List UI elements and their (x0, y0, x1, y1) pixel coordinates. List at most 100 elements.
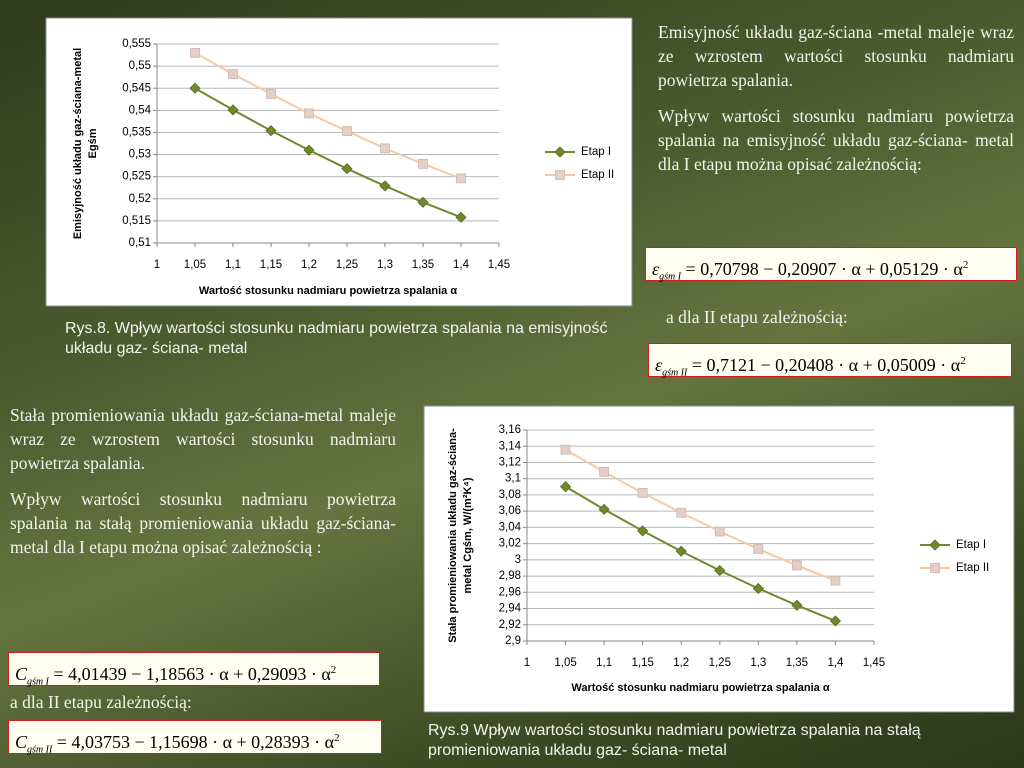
text-left: Stała promieniowania układu gaz-ściana-m… (10, 403, 396, 571)
y-tick-label: 0,55 (129, 60, 151, 72)
y-tick-label: 2,9 (505, 635, 521, 647)
y-tick-label: 0,545 (122, 82, 151, 94)
marker (304, 108, 314, 119)
y-tick-label: 0,535 (122, 126, 151, 138)
y-axis-label: Stała promieniowania układu gaz-ściana- (447, 428, 459, 643)
marker (637, 525, 649, 537)
y-tick-label: 2,94 (499, 603, 522, 615)
marker (599, 466, 610, 477)
x-tick-label: 1,35 (412, 259, 434, 271)
caption: Rys.8. Wpływ wartości stosunku nadmiaru … (65, 320, 608, 357)
caption: Rys.9 Wpływ wartości stosunku nadmiaru p… (428, 722, 921, 759)
marker (791, 599, 803, 611)
y-tick-label: 0,51 (129, 237, 151, 249)
marker (560, 444, 571, 455)
marker (456, 173, 466, 184)
y-tick-label: 3,02 (499, 538, 521, 550)
marker (598, 503, 610, 515)
x-tick-label: 1,05 (554, 657, 576, 669)
expression: = 0,7121 − 0,20408 · α + 0,05009 · α (691, 355, 961, 375)
chart-area (423, 405, 1015, 713)
marker (303, 144, 315, 156)
legend-label: Etap I (956, 539, 986, 551)
x-tick-label: 1,4 (827, 657, 844, 669)
text: a dla II etapu zależnością: (666, 307, 848, 327)
superscript: 2 (334, 732, 340, 744)
y-axis-label: Emisyjność układu gaz-ściana-metal (72, 48, 84, 239)
legend-label: Etap I (581, 146, 611, 158)
marker (675, 545, 687, 557)
x-tick-label: 1,15 (631, 657, 653, 669)
y-tick-label: 3,06 (499, 505, 521, 517)
marker (227, 104, 239, 116)
x-tick-label: 1,3 (750, 657, 766, 669)
symbol: C (15, 732, 28, 752)
marker (829, 615, 842, 627)
superscript: 2 (962, 259, 969, 271)
x-tick-label: 1,2 (301, 259, 317, 271)
marker (189, 82, 201, 94)
y-axis-label: Egśm (87, 128, 99, 158)
y-tick-label: 0,555 (122, 38, 151, 50)
marker (342, 126, 352, 137)
y-axis-label: metal Cgśm, W/(m²K⁴) (462, 477, 474, 593)
marker (341, 163, 353, 175)
y-tick-label: 3,08 (499, 489, 521, 501)
y-tick-label: 3,16 (499, 424, 521, 436)
legend-label: Etap II (956, 562, 989, 574)
symbol: C (15, 664, 28, 684)
expression: = 4,01439 − 1,18563 · α + 0,29093 · α (53, 664, 331, 684)
y-tick-label: 3,12 (499, 456, 521, 468)
marker (265, 125, 277, 137)
subscript: gśm II (662, 367, 688, 379)
x-tick-label: 1,25 (336, 259, 358, 271)
y-tick-label: 0,52 (129, 193, 151, 205)
x-tick-label: 1,1 (225, 259, 241, 271)
subscript: gśm I (659, 271, 682, 283)
legend-marker (929, 539, 941, 551)
x-tick-label: 1,1 (596, 657, 612, 669)
superscript: 2 (960, 355, 966, 367)
y-tick-label: 0,525 (122, 171, 151, 183)
x-tick-label: 1,45 (863, 657, 885, 669)
text-top: Emisyjność układu gaz-ściana -metal male… (658, 20, 1014, 188)
x-tick-label: 1 (524, 657, 530, 669)
y-tick-label: 3 (515, 554, 521, 566)
x-tick-label: 1,25 (709, 657, 731, 669)
subscript: gśm I (27, 676, 49, 688)
y-tick-label: 2,92 (499, 619, 521, 631)
marker (714, 526, 725, 537)
superscript: 2 (330, 664, 337, 676)
marker (190, 47, 200, 58)
legend-marker (930, 563, 940, 573)
marker (830, 575, 841, 586)
x-axis-label: Wartość stosunku nadmiaru powietrza spal… (199, 285, 457, 297)
symbol: ε (652, 259, 660, 279)
series-line (194, 87, 462, 219)
y-tick-label: 3,04 (499, 521, 522, 533)
y-tick-label: 2,98 (499, 570, 521, 582)
marker (228, 69, 238, 79)
series-line (565, 485, 836, 622)
y-tick-label: 0,53 (129, 149, 151, 161)
y-tick-label: 3,1 (505, 473, 521, 485)
y-tick-label: 0,515 (122, 215, 151, 227)
marker (418, 158, 428, 169)
y-tick-label: 0,54 (129, 104, 152, 116)
paragraph: Emisyjność układu gaz-ściana -metal male… (658, 22, 1014, 90)
x-tick-label: 1,3 (377, 259, 393, 271)
expression: = 4,03753 − 1,15698 · α + 0,28393 · α (56, 732, 335, 752)
marker (791, 560, 802, 571)
legend-label: Etap II (581, 169, 614, 181)
marker (455, 211, 467, 223)
marker (753, 544, 764, 554)
marker (637, 487, 648, 498)
series-line (194, 51, 462, 180)
legend-marker (554, 146, 566, 158)
marker (380, 143, 390, 154)
text: a dla II etapu zależnością: (10, 692, 192, 712)
paragraph: Wpływ wartości stosunku nadmiaru powietr… (658, 106, 1014, 174)
marker (714, 564, 726, 577)
